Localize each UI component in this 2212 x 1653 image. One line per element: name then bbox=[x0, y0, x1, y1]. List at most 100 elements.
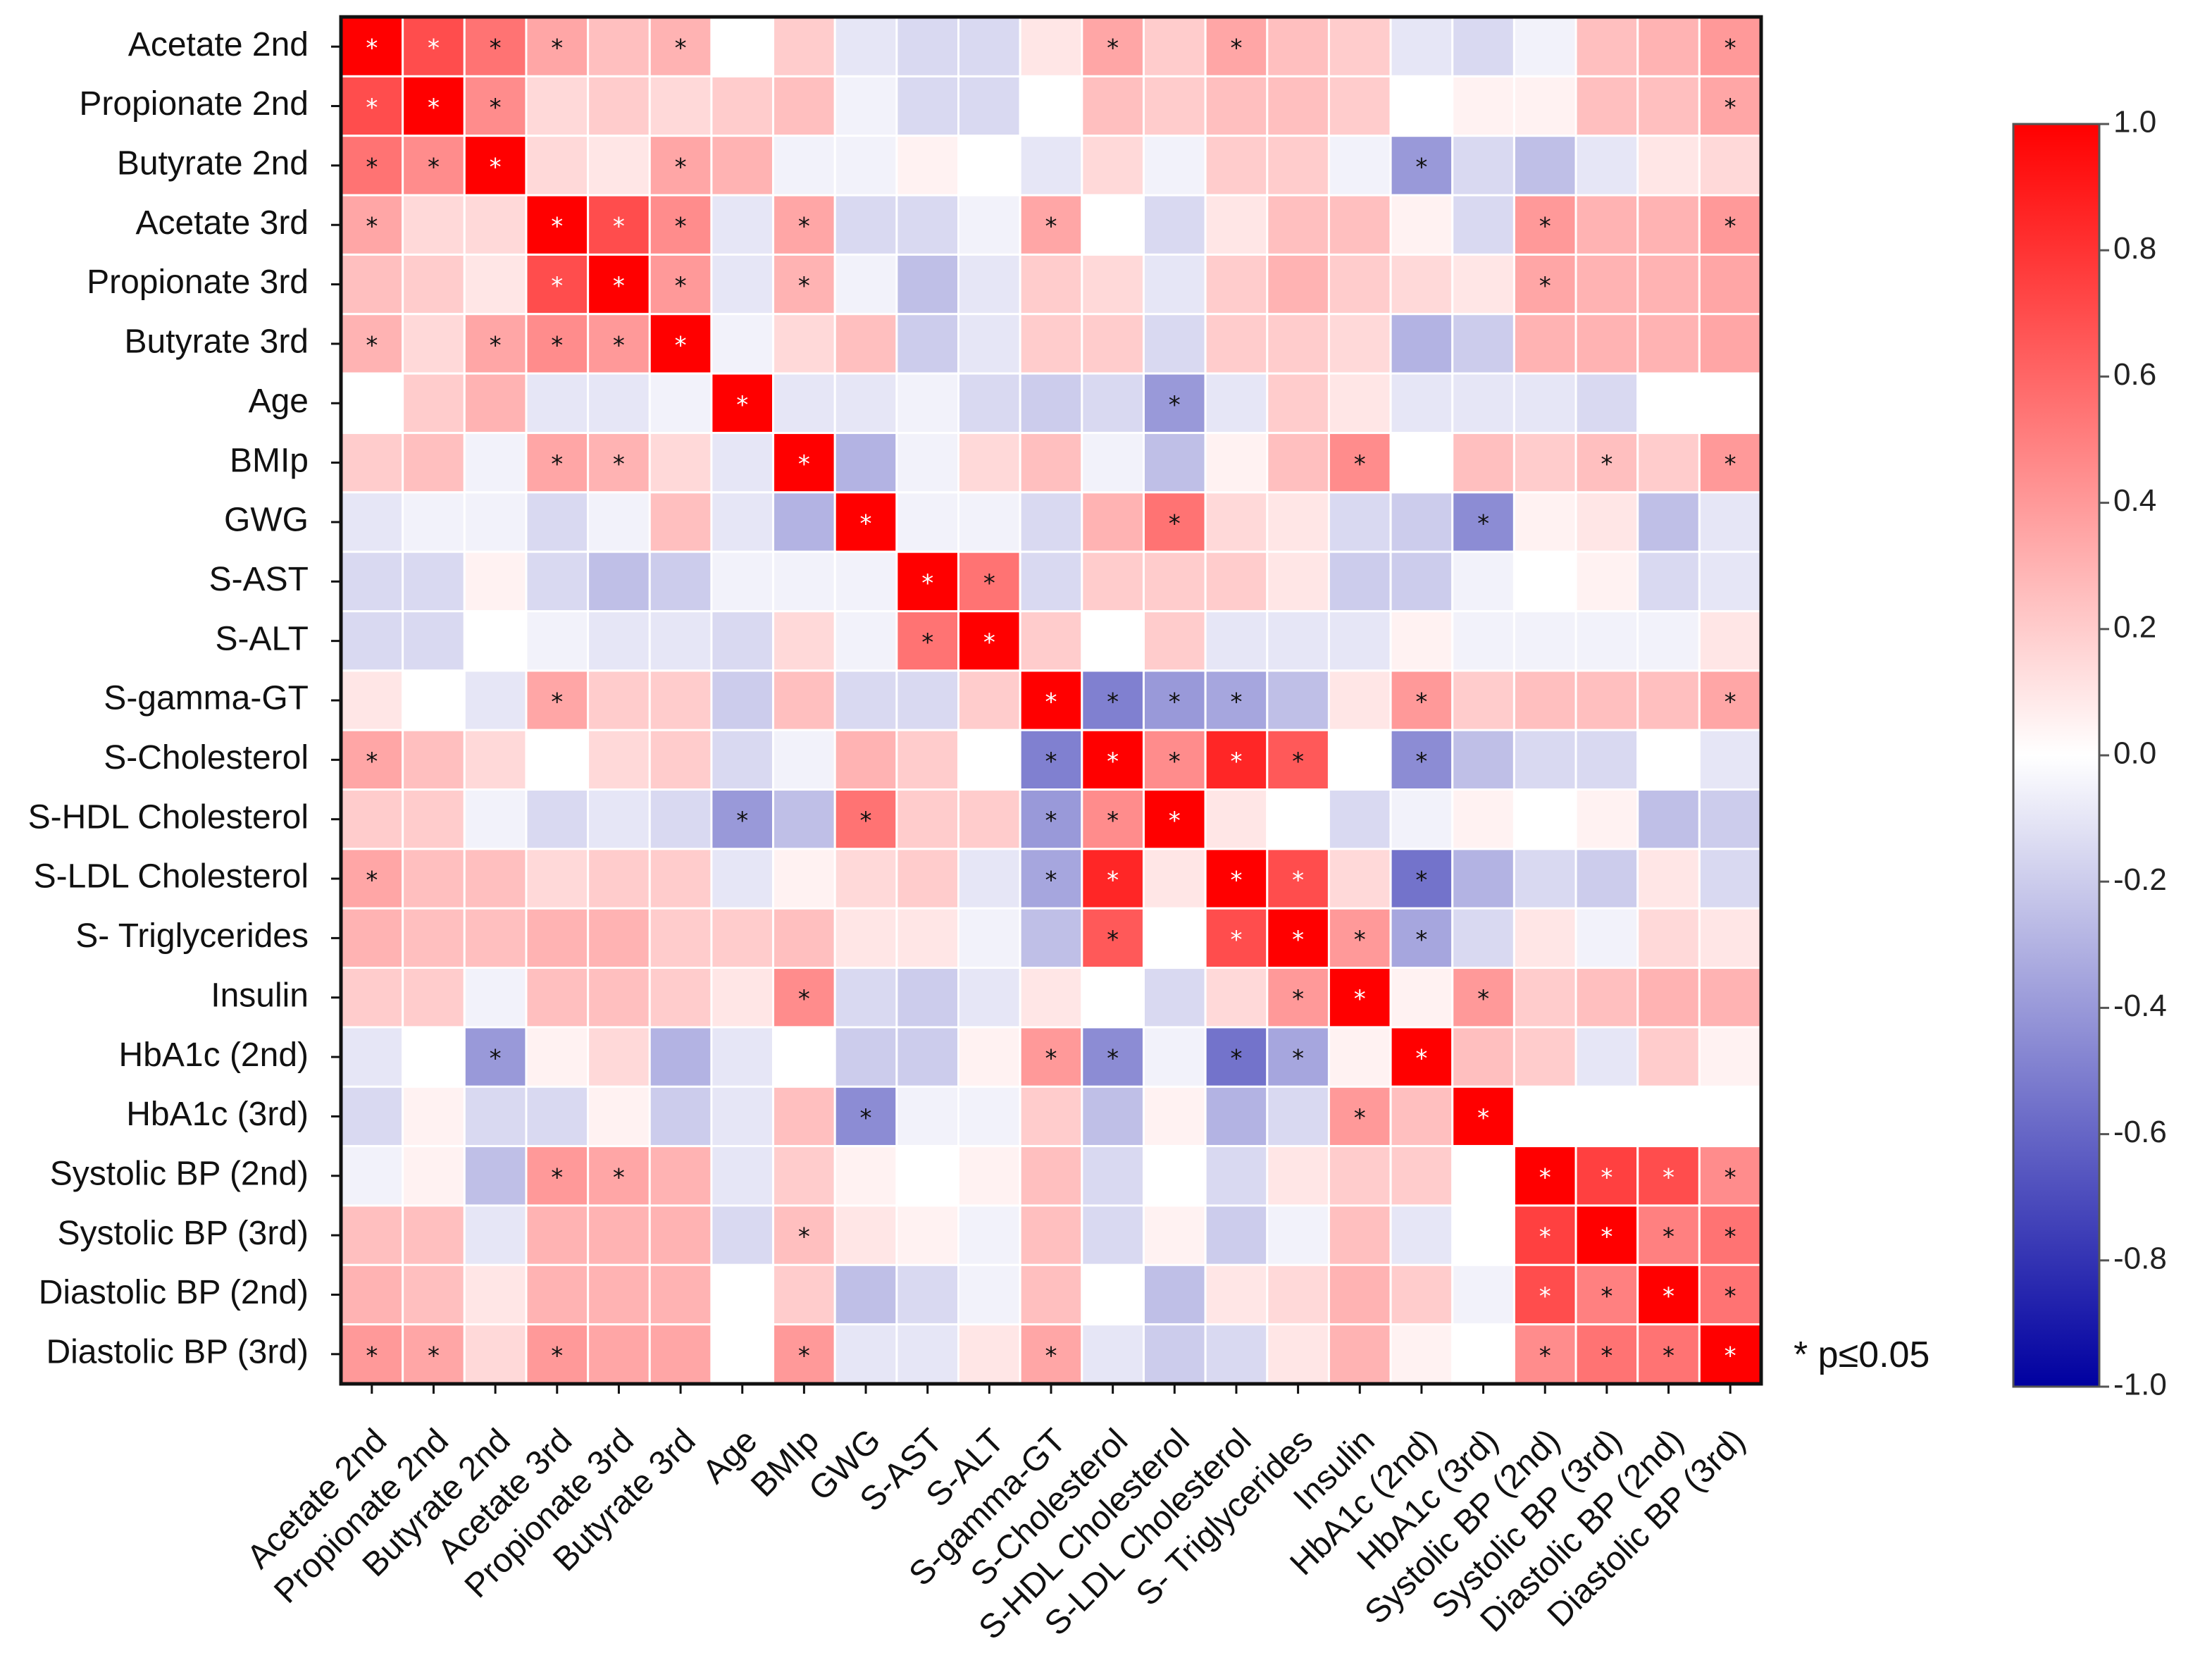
heatmap-cell-s-alt-x-age bbox=[710, 609, 775, 672]
heatmap-cell-diastolic-bp-3rd-x-s-alt bbox=[957, 1323, 1021, 1385]
significance-star: * bbox=[1539, 1282, 1551, 1311]
heatmap-cell-gwg-x-diastolic-bp-2nd bbox=[1636, 491, 1701, 553]
significance-star: * bbox=[1601, 450, 1613, 478]
heatmap-cell-s-triglycerides-x-age bbox=[710, 907, 775, 970]
heatmap-cell-hba1c-2nd-x-hba1c-2nd bbox=[1389, 1026, 1454, 1088]
row-label-diastolic-bp-3rd: Diastolic BP (3rd) bbox=[46, 1333, 309, 1370]
heatmap-cell-acetate-3rd-x-s-triglycerides bbox=[1266, 194, 1330, 256]
heatmap-cell-hba1c-3rd-x-propionate-2nd bbox=[402, 1085, 466, 1148]
heatmap-cell-s-ast-x-s-alt bbox=[957, 550, 1021, 612]
heatmap-cell-s-cholesterol-x-propionate-2nd bbox=[402, 729, 466, 791]
heatmap-cell-diastolic-bp-3rd-x-s-ast bbox=[895, 1323, 960, 1385]
heatmap-cell-s-hdl-cholesterol-x-propionate-2nd bbox=[402, 788, 466, 850]
heatmap-cell-propionate-3rd-x-systolic-bp-2nd bbox=[1512, 253, 1577, 316]
heatmap-cell-diastolic-bp-3rd-x-diastolic-bp-3rd bbox=[1698, 1323, 1763, 1385]
heatmap-cell-butyrate-2nd-x-propionate-3rd bbox=[587, 135, 651, 197]
heatmap-cell-gwg-x-age bbox=[710, 491, 775, 553]
significance-star: * bbox=[551, 331, 563, 359]
color-scale-legend: 1.0 0.8 0.6 0.4 0.2 0.0 -0.2 -0.4 -0.6 -0.8 -1.0 bbox=[2012, 105, 2167, 1402]
heatmap-cell-s-gamma-gt-x-systolic-bp-3rd bbox=[1574, 669, 1639, 731]
heatmap-cell-s-hdl-cholesterol-x-s-alt bbox=[957, 788, 1021, 850]
heatmap-cell-propionate-2nd-x-s-ast bbox=[895, 75, 960, 137]
heatmap-cell-diastolic-bp-3rd-x-propionate-3rd bbox=[587, 1323, 651, 1385]
heatmap-cell-insulin-x-s-ast bbox=[895, 967, 960, 1029]
heatmap-cell-s-triglycerides-x-s-triglycerides bbox=[1266, 907, 1330, 970]
heatmap-cell-age-x-acetate-3rd bbox=[525, 372, 590, 434]
heatmap-cell-age-x-age bbox=[710, 372, 775, 434]
heatmap-cell-s-hdl-cholesterol-x-diastolic-bp-3rd bbox=[1698, 788, 1763, 850]
heatmap-cell-insulin-x-acetate-3rd bbox=[525, 967, 590, 1029]
heatmap-cell-acetate-2nd-x-s-gamma-gt bbox=[1019, 16, 1083, 78]
significance-star: * bbox=[1107, 926, 1119, 954]
significance-star: * bbox=[1539, 1342, 1551, 1370]
heatmap-cell-s-alt-x-systolic-bp-2nd bbox=[1512, 609, 1577, 672]
heatmap-cell-butyrate-3rd-x-s-gamma-gt bbox=[1019, 313, 1083, 375]
heatmap-cell-propionate-3rd-x-systolic-bp-3rd bbox=[1574, 253, 1639, 316]
significance-star: * bbox=[490, 331, 502, 359]
heatmap-cell-butyrate-2nd-x-s-gamma-gt bbox=[1019, 135, 1083, 197]
heatmap-cell-hba1c-2nd-x-s-ast bbox=[895, 1026, 960, 1088]
significance-star: * bbox=[860, 509, 872, 538]
significance-star: * bbox=[428, 94, 440, 122]
heatmap-cell-butyrate-3rd-x-insulin bbox=[1327, 313, 1392, 375]
heatmap-cell-gwg-x-systolic-bp-2nd bbox=[1512, 491, 1577, 553]
heatmap-cell-s-hdl-cholesterol-x-acetate-2nd bbox=[340, 788, 404, 850]
heatmap-cell-age-x-butyrate-2nd bbox=[463, 372, 528, 434]
heatmap-cell-s-triglycerides-x-bmip bbox=[772, 907, 836, 970]
heatmap-cell-systolic-bp-3rd-x-hba1c-3rd bbox=[1451, 1204, 1515, 1266]
heatmap-cell-systolic-bp-3rd-x-diastolic-bp-3rd bbox=[1698, 1204, 1763, 1266]
heatmap-cell-butyrate-2nd-x-acetate-3rd bbox=[525, 135, 590, 197]
heatmap-cell-systolic-bp-2nd-x-diastolic-bp-2nd bbox=[1636, 1145, 1701, 1207]
heatmap-cell-propionate-2nd-x-s-alt bbox=[957, 75, 1021, 137]
heatmap-cell-systolic-bp-2nd-x-s-alt bbox=[957, 1145, 1021, 1207]
significance-star: * bbox=[366, 748, 378, 776]
significance-star: * bbox=[1292, 985, 1304, 1013]
heatmap-cell-propionate-2nd-x-systolic-bp-3rd bbox=[1574, 75, 1639, 137]
heatmap-cell-s-hdl-cholesterol-x-s-triglycerides bbox=[1266, 788, 1330, 850]
heatmap-cell-butyrate-2nd-x-gwg bbox=[833, 135, 898, 197]
heatmap-cell-acetate-3rd-x-s-gamma-gt bbox=[1019, 194, 1083, 256]
heatmap-cell-butyrate-2nd-x-diastolic-bp-2nd bbox=[1636, 135, 1701, 197]
significance-star: * bbox=[983, 629, 995, 657]
heatmap-cell-systolic-bp-2nd-x-s-gamma-gt bbox=[1019, 1145, 1083, 1207]
heatmap-cell-insulin-x-gwg bbox=[833, 967, 898, 1029]
heatmap-cell-propionate-2nd-x-s-triglycerides bbox=[1266, 75, 1330, 137]
significance-star: * bbox=[1415, 867, 1427, 895]
row-label-propionate-2nd: Propionate 2nd bbox=[79, 85, 309, 123]
significance-star: * bbox=[366, 153, 378, 181]
heatmap-cell-propionate-3rd-x-s-alt bbox=[957, 253, 1021, 316]
heatmap-cell-propionate-2nd-x-butyrate-3rd bbox=[648, 75, 713, 137]
heatmap-cell-s-hdl-cholesterol-x-systolic-bp-2nd bbox=[1512, 788, 1577, 850]
heatmap-cell-propionate-2nd-x-s-gamma-gt bbox=[1019, 75, 1083, 137]
heatmap-cell-propionate-2nd-x-diastolic-bp-2nd bbox=[1636, 75, 1701, 137]
heatmap-cell-s-ldl-cholesterol-x-acetate-3rd bbox=[525, 848, 590, 910]
heatmap-cell-systolic-bp-3rd-x-bmip bbox=[772, 1204, 836, 1266]
significance-star: * bbox=[551, 450, 563, 478]
heatmap-cell-butyrate-2nd-x-s-triglycerides bbox=[1266, 135, 1330, 197]
heatmap-cell-s-hdl-cholesterol-x-s-ldl-cholesterol bbox=[1204, 788, 1269, 850]
heatmap-cell-diastolic-bp-2nd-x-insulin bbox=[1327, 1263, 1392, 1326]
heatmap-cell-propionate-2nd-x-diastolic-bp-3rd bbox=[1698, 75, 1763, 137]
heatmap-cell-insulin-x-butyrate-2nd bbox=[463, 967, 528, 1029]
row-labels: Acetate 2nd Propionate 2nd Butyrate 2nd Ace… bbox=[28, 26, 309, 1371]
heatmap-cell-hba1c-2nd-x-gwg bbox=[833, 1026, 898, 1088]
heatmap-cell-s-ast-x-insulin bbox=[1327, 550, 1392, 612]
heatmap-cell-propionate-2nd-x-age bbox=[710, 75, 775, 137]
colorbar-tick-label: -1.0 bbox=[2113, 1368, 2167, 1402]
heatmap-cell-s-ast-x-s-cholesterol bbox=[1081, 550, 1145, 612]
significance-star: * bbox=[1354, 450, 1366, 478]
heatmap-cell-acetate-3rd-x-propionate-3rd bbox=[587, 194, 651, 256]
heatmap-cell-bmip-x-gwg bbox=[833, 431, 898, 494]
heatmap-cell-acetate-2nd-x-gwg bbox=[833, 16, 898, 78]
significance-star: * bbox=[798, 213, 810, 241]
heatmap-cell-butyrate-2nd-x-s-alt bbox=[957, 135, 1021, 197]
heatmap-cell-s-ldl-cholesterol-x-diastolic-bp-2nd bbox=[1636, 848, 1701, 910]
heatmap-cell-systolic-bp-3rd-x-acetate-2nd bbox=[340, 1204, 404, 1266]
significance-star: * bbox=[1230, 688, 1242, 717]
heatmap-cell-s-hdl-cholesterol-x-insulin bbox=[1327, 788, 1392, 850]
heatmap-cell-s-gamma-gt-x-systolic-bp-2nd bbox=[1512, 669, 1577, 731]
significance-star: * bbox=[1292, 926, 1304, 954]
heatmap-cell-acetate-2nd-x-hba1c-3rd bbox=[1451, 16, 1515, 78]
heatmap-cell-s-cholesterol-x-acetate-3rd bbox=[525, 729, 590, 791]
heatmap-cell-bmip-x-s-ldl-cholesterol bbox=[1204, 431, 1269, 494]
